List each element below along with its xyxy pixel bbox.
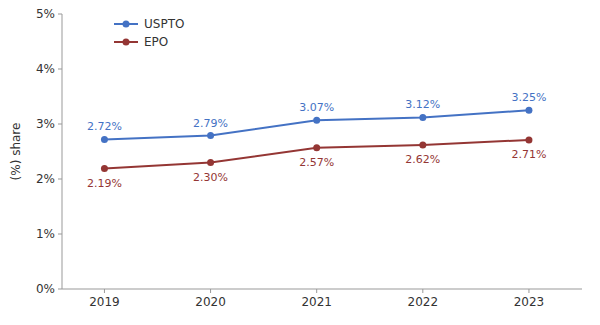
x-tick: [528, 289, 529, 293]
data-point: [525, 107, 532, 114]
x-tick: [316, 289, 317, 293]
x-tick-label: 2022: [408, 295, 439, 309]
series-line: [104, 110, 528, 139]
data-label: 2.62%: [405, 153, 440, 166]
data-label: 3.25%: [511, 91, 546, 104]
x-tick-label: 2023: [514, 295, 545, 309]
x-tick: [210, 289, 211, 293]
legend-marker: [123, 21, 130, 28]
data-point: [207, 159, 214, 166]
data-label: 3.07%: [299, 101, 334, 114]
y-tick: [58, 179, 62, 180]
data-point: [419, 114, 426, 121]
data-point: [525, 136, 532, 143]
y-tick: [58, 124, 62, 125]
data-label: 2.71%: [511, 148, 546, 161]
data-labels: 2.72% 2.79% 3.07% 3.12% 3.25% 2.19% 2.30% 2.57%…: [87, 91, 546, 189]
data-label: 2.57%: [299, 156, 334, 169]
y-tick-label: 5%: [36, 7, 55, 21]
y-tick-label: 1%: [36, 227, 55, 241]
plot-area: [101, 107, 532, 172]
x-tick-label: 2021: [301, 295, 332, 309]
y-tick: [58, 234, 62, 235]
chart: 0% 1% 2% 3% 4% 5% 2019 2020 2021 2022 2023 (%) shar…: [0, 0, 600, 325]
x-tick-label: 2020: [195, 295, 226, 309]
y-tick: [58, 69, 62, 70]
data-point: [207, 132, 214, 139]
x-tick: [104, 289, 105, 293]
data-point: [101, 165, 108, 172]
data-point: [419, 141, 426, 148]
x-axis-line: [62, 289, 582, 290]
y-tick-label: 0%: [36, 282, 55, 296]
y-axis-line: [62, 14, 63, 289]
legend: USPTO EPO: [114, 17, 184, 49]
data-label: 2.72%: [87, 120, 122, 133]
y-tick-label: 4%: [36, 62, 55, 76]
y-tick-label: 3%: [36, 117, 55, 131]
series-line: [104, 140, 528, 169]
y-tick: [58, 289, 62, 290]
data-label: 2.19%: [87, 177, 122, 190]
data-label: 2.30%: [193, 171, 228, 184]
y-axis-label: (%) share: [9, 123, 23, 181]
data-point: [313, 144, 320, 151]
x-tick-label: 2019: [89, 295, 120, 309]
legend-marker: [123, 39, 130, 46]
y-tick: [58, 14, 62, 15]
data-point: [313, 117, 320, 124]
data-label: 3.12%: [405, 98, 440, 111]
data-label: 2.79%: [193, 117, 228, 130]
data-point: [101, 136, 108, 143]
x-tick: [422, 289, 423, 293]
y-tick-label: 2%: [36, 172, 55, 186]
legend-label: USPTO: [144, 17, 184, 31]
legend-label: EPO: [144, 35, 168, 49]
